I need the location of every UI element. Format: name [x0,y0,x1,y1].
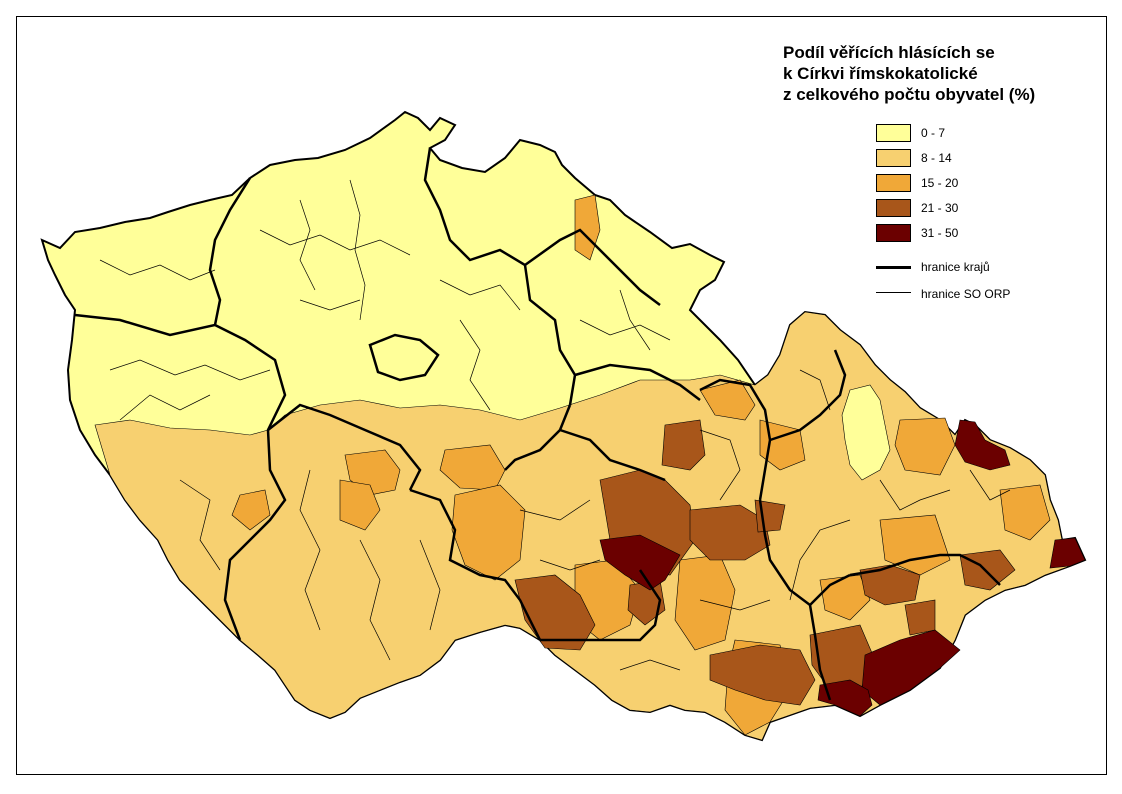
title-line-2: k Církvi římskokatolické [783,64,978,83]
map-title: Podíl věřících hlásících se k Církvi řím… [783,42,1083,105]
legend-label: 31 - 50 [921,226,959,240]
legend-item-class-3: 15 - 20 [876,174,1096,193]
legend-label: hranice SO ORP [921,287,1011,301]
title-line-3: z celkového počtu obyvatel (%) [783,85,1036,104]
legend-item-orp-line: hranice SO ORP [876,285,1096,304]
legend-item-class-4: 21 - 30 [876,199,1096,218]
regions-class-31-50 [599,419,1086,717]
legend-swatch [876,199,911,217]
orp-boundaries [99,179,1011,671]
legend-label: hranice krajů [921,260,990,274]
kraj-boundaries [74,147,1001,701]
legend-item-class-5: 31 - 50 [876,224,1096,243]
legend-item-class-2: 8 - 14 [876,149,1096,168]
regions-class-21-30 [514,419,1016,706]
regions-class-15-20 [231,194,1051,736]
legend-swatch [876,149,911,167]
legend-label: 21 - 30 [921,201,959,215]
legend-swatch [876,224,911,242]
region-class-0-7-ne [841,384,891,481]
legend-label: 8 - 14 [921,151,952,165]
title-line-1: Podíl věřících hlásících se [783,43,995,62]
map-frame [16,16,1107,775]
legend-swatch [876,174,911,192]
thin-line-sample [876,292,911,293]
prague-boundary [368,333,440,382]
legend-label: 0 - 7 [921,126,946,140]
legend-item-kraj-line: hranice krajů [876,258,1096,277]
legend-item-class-1: 0 - 7 [876,124,1096,143]
legend-swatch [876,124,911,142]
thick-line-sample [876,266,911,269]
legend-label: 15 - 20 [921,176,959,190]
